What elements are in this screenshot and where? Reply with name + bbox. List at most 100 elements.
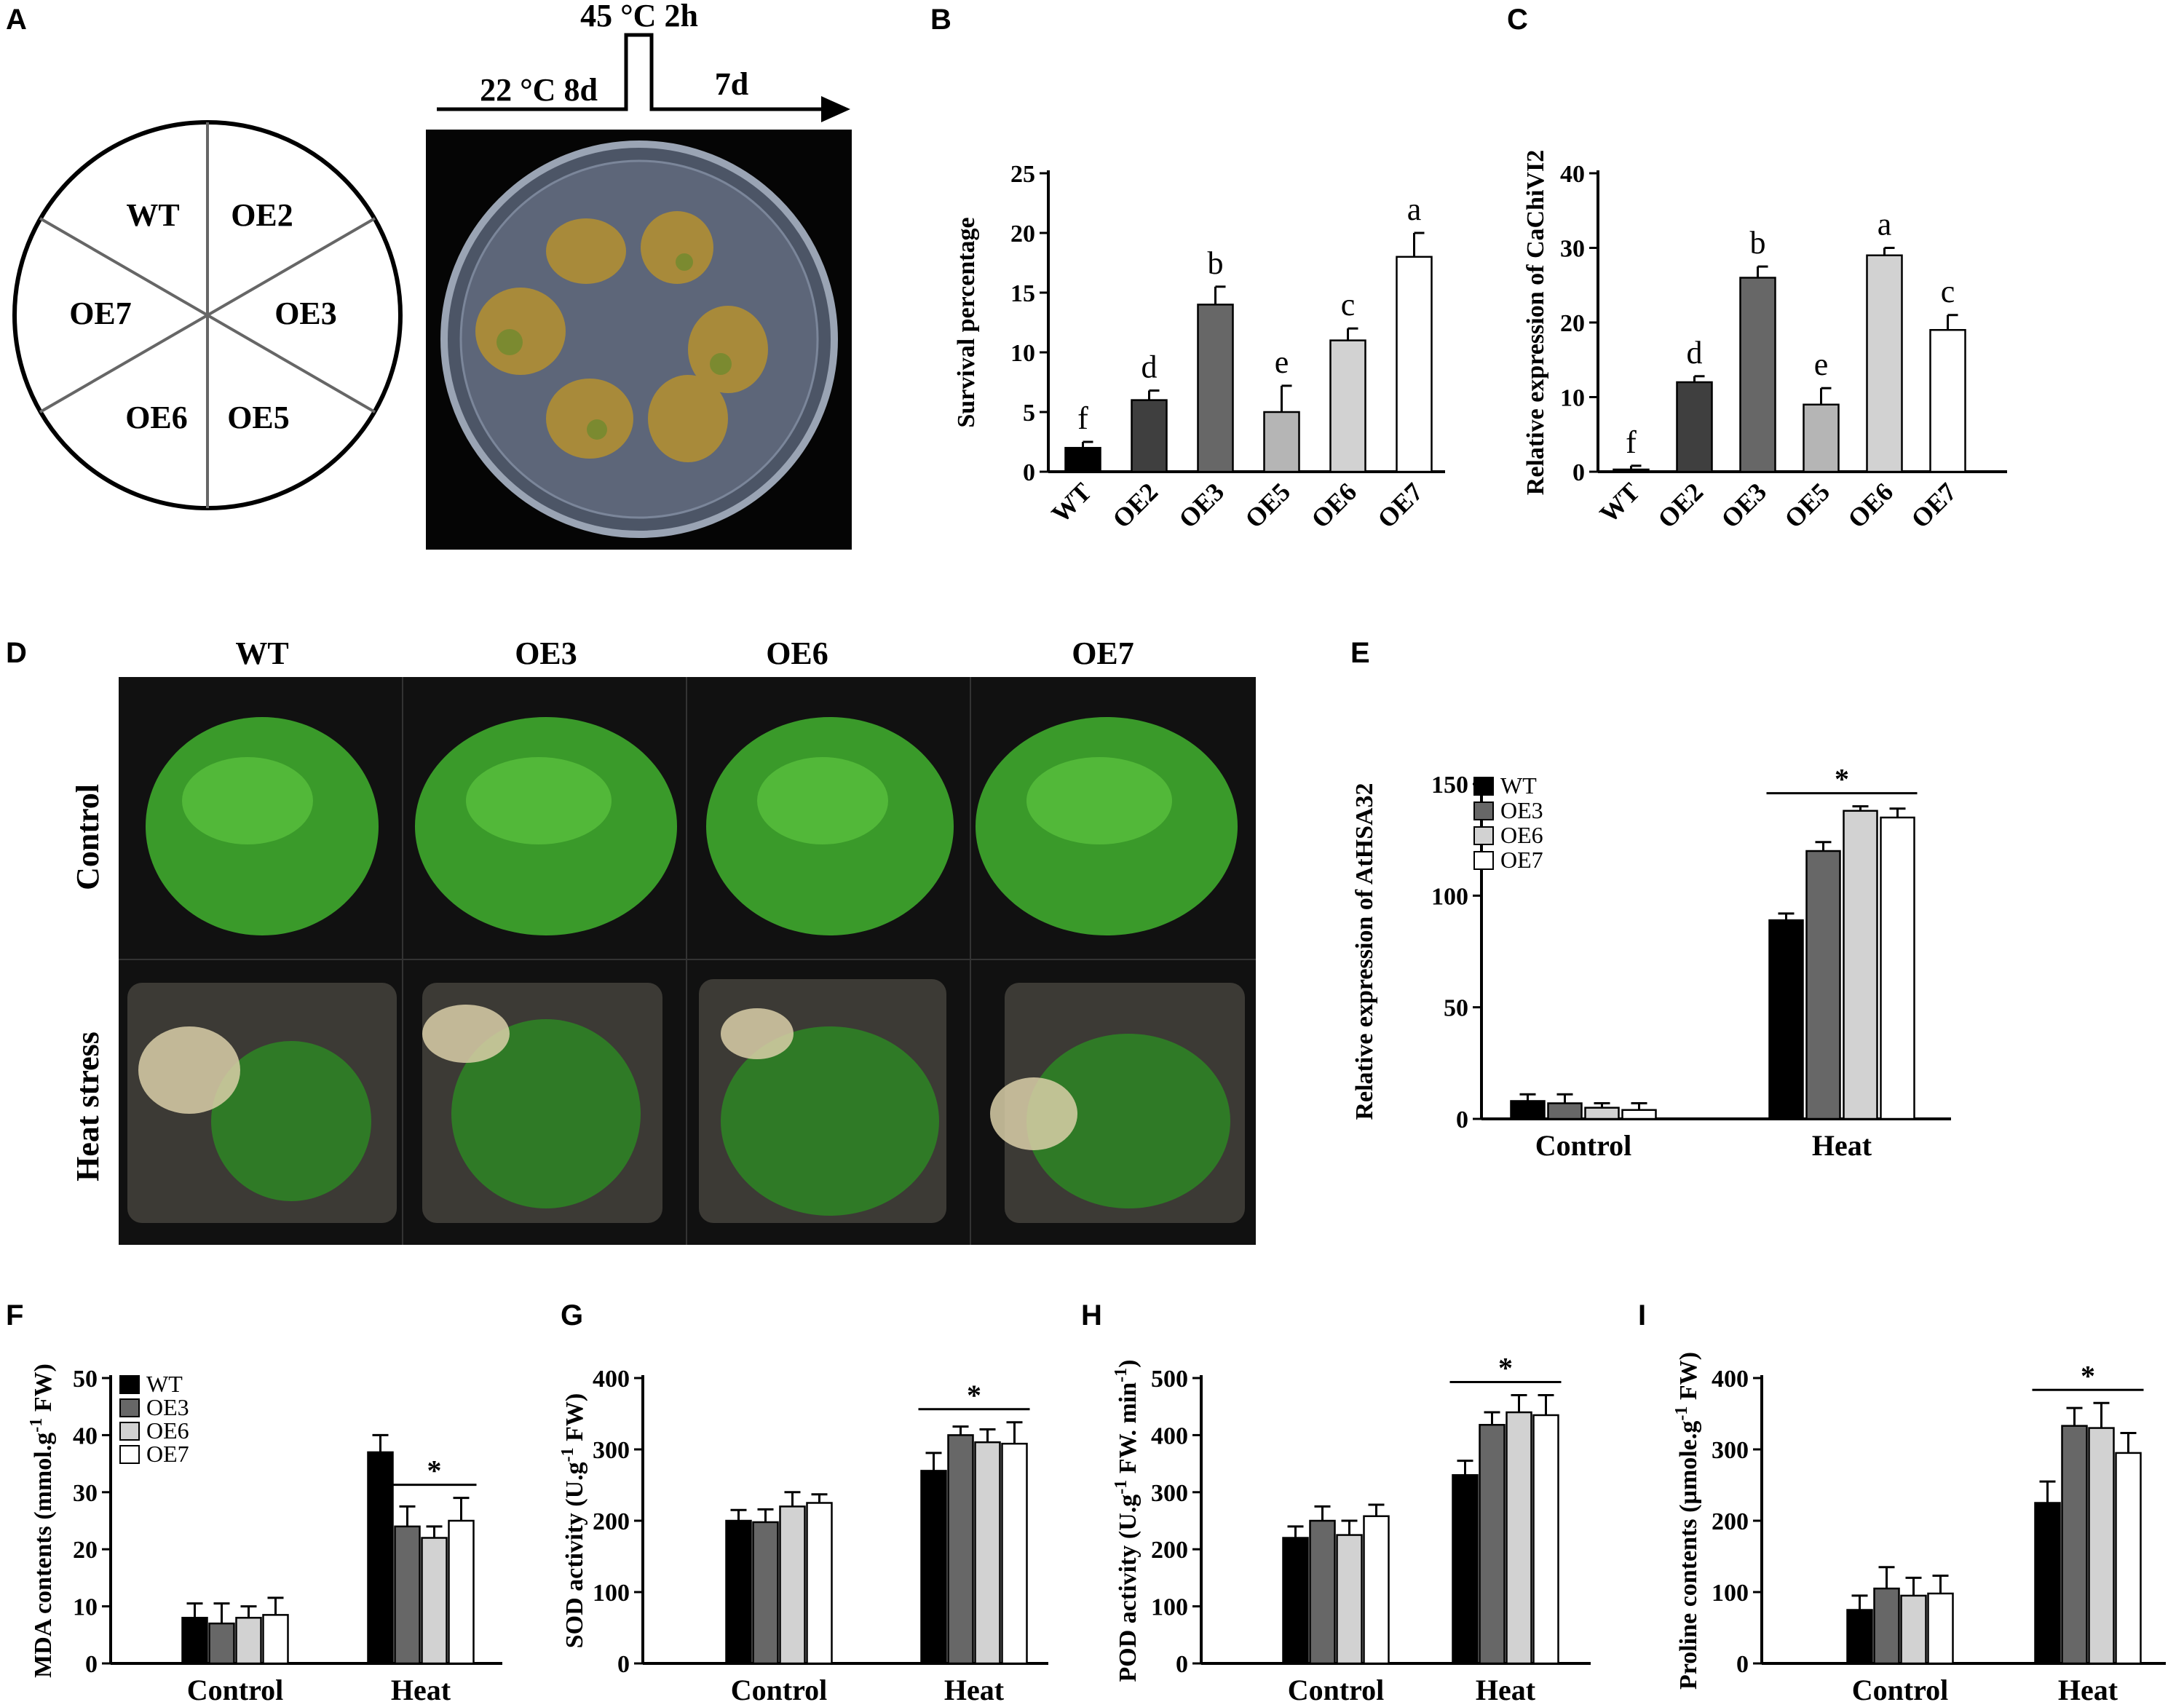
bar-oe7-control [262, 1614, 289, 1665]
bar-wt-control [181, 1617, 208, 1665]
legend-swatch-oe6 [1473, 826, 1494, 845]
y-tick-label: 100 [1712, 1580, 1749, 1607]
bar-oe2 [1131, 399, 1168, 473]
y-tick-label: 100 [1431, 883, 1468, 910]
significance-letter: f [1626, 424, 1637, 460]
y-tick-label: 300 [1151, 1480, 1188, 1507]
significance-star: * [1835, 763, 1849, 796]
y-axis-label: Relative expression of AtHSA32 [1351, 783, 1378, 1120]
bar-oe7-heat [448, 1519, 475, 1665]
legend-swatch-oe3 [1473, 801, 1494, 820]
bar-wt-heat [1452, 1474, 1479, 1665]
x-tick-label: WT [1594, 477, 1645, 529]
legend-label: WT [1500, 772, 1537, 799]
bar-oe3-control [1873, 1587, 1900, 1665]
significance-star: * [1498, 1352, 1513, 1385]
y-tick-label: 10 [1010, 340, 1035, 367]
legend-label: OE7 [1500, 847, 1543, 873]
photo-col-oe3: OE3 [515, 636, 577, 671]
sector-label-oe7: OE7 [69, 296, 132, 331]
bar-wt-control [1282, 1537, 1309, 1665]
bar-oe3 [1739, 277, 1776, 473]
y-tick-label: 15 [1010, 280, 1035, 307]
x-tick-label: OE7 [1905, 477, 1962, 534]
photo-row-heat: Heat stress [70, 1032, 106, 1181]
y-tick-label: 400 [593, 1366, 630, 1393]
y-tick-label: 40 [1560, 161, 1585, 188]
bar-oe7-heat [1532, 1414, 1559, 1665]
x-group-label: Control [1535, 1129, 1632, 1162]
legend-label: OE3 [1500, 797, 1543, 823]
x-group-label: Control [1288, 1674, 1385, 1702]
sector-label-oe6: OE6 [125, 400, 188, 435]
sector-label-oe2: OE2 [231, 197, 293, 233]
bar-oe6-control [1584, 1107, 1620, 1120]
bar-oe3-heat [1805, 850, 1841, 1120]
y-axis-label: POD activity (U.g-1 FW. min-1) [1112, 1360, 1142, 1682]
timeline: 22 °C 8d 45 °C 2h 7d [437, 0, 850, 122]
plate-layout-diagram: WT OE2 OE3 OE5 OE6 OE7 [12, 120, 403, 510]
bar-wt-heat [920, 1470, 947, 1665]
bar-oe3-heat [2061, 1425, 2088, 1665]
y-tick-label: 200 [593, 1508, 630, 1535]
y-tick-label: 0 [1023, 459, 1035, 486]
panel-label-c: C [1507, 4, 1528, 36]
x-tick-label: OE7 [1372, 477, 1428, 534]
photo-col-oe6: OE6 [766, 636, 828, 671]
x-tick-label: OE5 [1779, 477, 1835, 534]
panel-label-f: F [6, 1299, 23, 1331]
bar-wt-heat [367, 1451, 394, 1665]
chart-proline-contents: 0 100 200 300 400 Proline contents (µmole.g-1… [1672, 1352, 2166, 1702]
significance-letter: a [1878, 207, 1892, 242]
y-axis-label: Proline contents (µmole.g-1 FW) [1672, 1352, 1702, 1690]
y-tick-label: 10 [1560, 385, 1585, 412]
bar-oe6-heat [1506, 1411, 1532, 1665]
y-axis-label: SOD activity (U.g-1 FW) [558, 1393, 588, 1649]
bar-oe3-control [1547, 1102, 1583, 1120]
bar-wt [1064, 446, 1101, 473]
y-tick-label: 20 [1010, 221, 1035, 248]
bar-oe7-control [806, 1502, 833, 1665]
panel-label-e: E [1350, 637, 1370, 669]
bar-oe6-control [1900, 1594, 1927, 1665]
y-tick-label: 10 [73, 1594, 98, 1621]
x-tick-label: OE2 [1107, 477, 1163, 534]
y-tick-label: 0 [85, 1651, 98, 1678]
y-tick-label: 0 [1572, 459, 1585, 486]
x-tick-label: WT [1045, 477, 1097, 529]
chart-survival-percentage: 0 5 10 15 20 25 Survival percentage f WT d OE2 b OE3… [953, 161, 1445, 534]
x-group-label: Heat [1476, 1674, 1536, 1702]
y-tick-label: 0 [1176, 1651, 1188, 1678]
chart-athsa32-expression: 0 50 100 150 Relative expression of AtHSA32 C… [1351, 763, 1951, 1162]
y-tick-label: 200 [1712, 1508, 1749, 1535]
panel-label-g: G [561, 1299, 583, 1331]
photo-col-oe7: OE7 [1072, 636, 1134, 671]
bar-oe3-heat [394, 1525, 421, 1665]
significance-letter: d [1142, 349, 1158, 384]
y-tick-label: 50 [1444, 995, 1468, 1022]
panel-label-a: A [6, 4, 27, 36]
bar-oe7-control [1927, 1592, 1954, 1665]
x-tick-label: OE3 [1173, 477, 1230, 534]
photo-row-control: Control [70, 784, 106, 890]
significance-letter: f [1077, 400, 1088, 436]
significance-letter: a [1407, 191, 1422, 227]
y-tick-label: 200 [1151, 1537, 1188, 1564]
sector-label-wt: WT [126, 197, 179, 233]
x-tick-label: OE2 [1652, 477, 1709, 534]
bar-oe7-control [1363, 1515, 1390, 1665]
y-tick-label: 20 [73, 1537, 98, 1564]
bar-wt-control [725, 1519, 752, 1665]
significance-letter: e [1275, 344, 1289, 380]
sector-divider-3 [39, 217, 376, 413]
x-tick-label: OE6 [1842, 477, 1899, 534]
legend-label: OE6 [146, 1417, 189, 1444]
legend-swatch-oe7 [1473, 851, 1494, 870]
y-tick-label: 0 [1736, 1651, 1749, 1678]
y-axis-label: Relative expression of CaChiVI2 [1522, 150, 1549, 495]
y-tick-label: 0 [617, 1651, 630, 1678]
bar-oe6-control [1336, 1534, 1363, 1665]
y-tick-label: 100 [593, 1580, 630, 1607]
legend-swatch-wt [119, 1375, 140, 1394]
